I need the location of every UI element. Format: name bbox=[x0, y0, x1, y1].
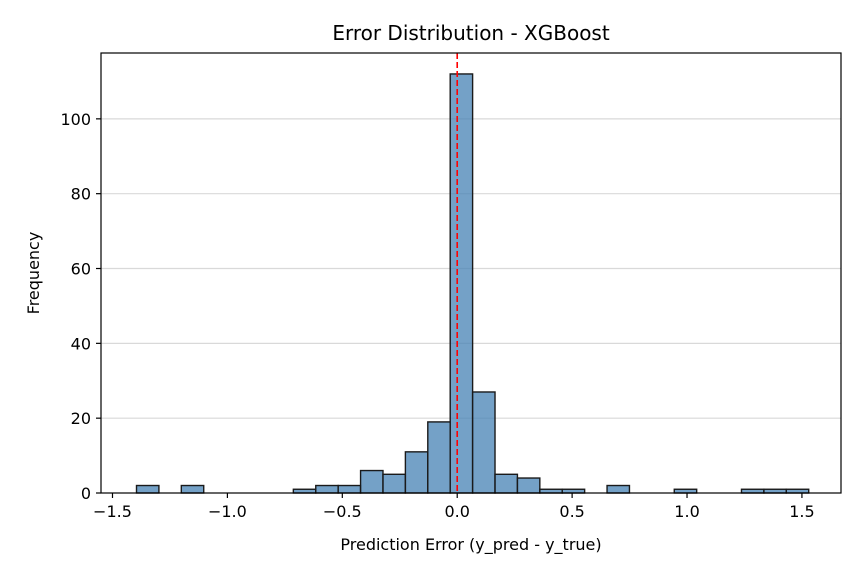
y-axis-ticks: 0 20 40 60 80 100 bbox=[60, 110, 101, 503]
histogram-bar-10 bbox=[359, 469, 384, 494]
histogram-bar-2 bbox=[180, 484, 205, 494]
histogram-bar-8 bbox=[315, 484, 339, 494]
x-tick-label-5: 1.0 bbox=[674, 502, 699, 521]
y-tick-label-3: 60 bbox=[71, 260, 91, 279]
y-tick-label-0: 0 bbox=[81, 484, 91, 503]
x-axis-ticks: −1.5 −1.0 −0.5 0.0 0.5 1.0 1.5 bbox=[93, 493, 815, 521]
histogram-bar-14 bbox=[449, 73, 474, 494]
y-tick-label-4: 80 bbox=[71, 185, 91, 204]
histogram-bar-17 bbox=[516, 477, 541, 494]
y-axis-label: Frequency bbox=[24, 232, 43, 315]
y-tick-label-1: 20 bbox=[71, 409, 91, 428]
histogram-bar-16 bbox=[494, 473, 519, 494]
x-tick-label-4: 0.5 bbox=[559, 502, 584, 521]
x-tick-label-2: −0.5 bbox=[323, 502, 362, 521]
plot-frame bbox=[100, 52, 842, 494]
x-tick-label-6: 1.5 bbox=[789, 502, 814, 521]
x-tick-label-0: −1.5 bbox=[93, 502, 132, 521]
histogram-bar-0 bbox=[135, 484, 160, 494]
histogram-bar-21 bbox=[606, 484, 631, 494]
histogram-bar-13 bbox=[427, 421, 451, 494]
x-axis-label: Prediction Error (y_pred - y_true) bbox=[340, 535, 601, 555]
x-tick-label-1: −1.0 bbox=[208, 502, 247, 521]
histogram-bar-15 bbox=[471, 391, 496, 494]
x-tick-label-3: 0.0 bbox=[444, 502, 469, 521]
chart-title: Error Distribution - XGBoost bbox=[332, 21, 610, 45]
histogram-bar-12 bbox=[404, 451, 429, 494]
histogram-bar-11 bbox=[382, 473, 407, 494]
histogram-bar-9 bbox=[337, 484, 362, 494]
y-tick-label-5: 100 bbox=[60, 110, 91, 129]
y-tick-label-2: 40 bbox=[71, 334, 91, 353]
histogram-bars bbox=[135, 73, 810, 494]
